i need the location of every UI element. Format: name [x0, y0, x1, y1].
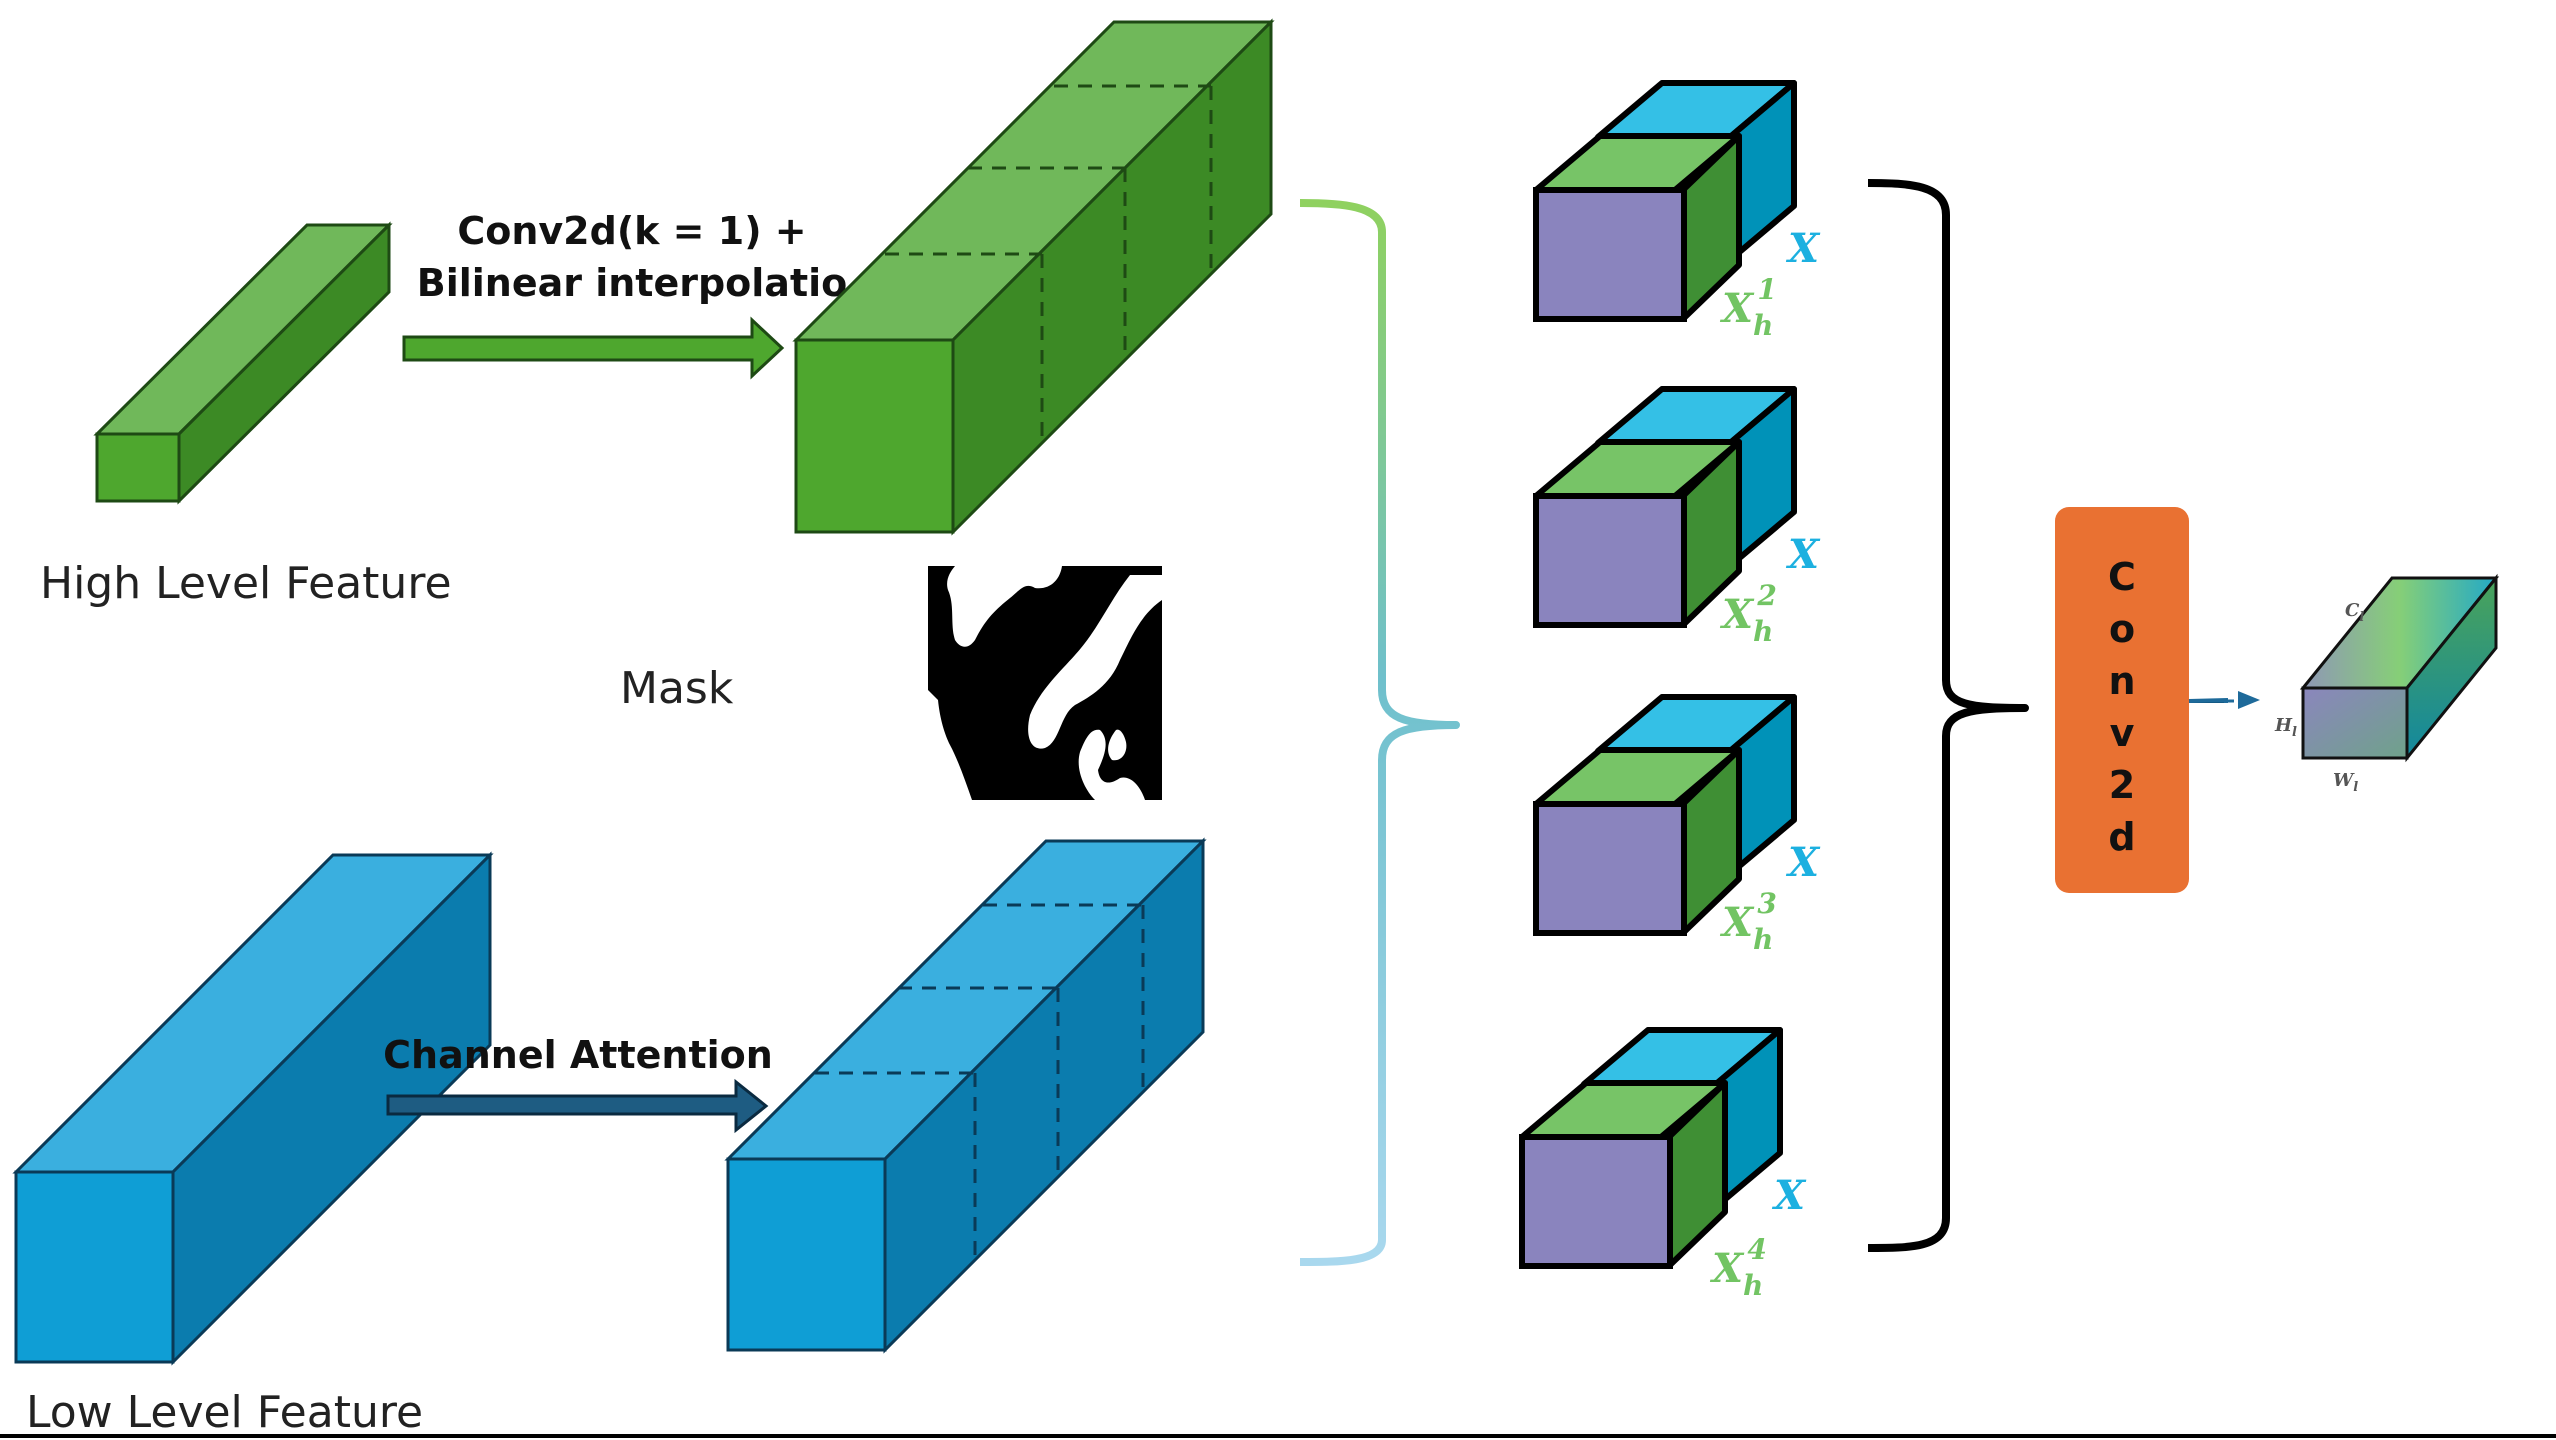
mask-label: Mask	[620, 663, 734, 714]
cube-group-3	[1536, 697, 1794, 933]
low-level-feature-label: Low Level Feature	[26, 1387, 423, 1438]
output-arrow	[2189, 691, 2260, 709]
conv-bilinear-label-line1: Conv2d(k = 1) +	[457, 209, 806, 253]
conv2d-box: C o n v 2 d	[2055, 507, 2189, 893]
x-label-1: X	[1785, 225, 1821, 272]
x-label-2: X	[1785, 531, 1821, 578]
conv-bilinear-label-line2: Bilinear interpolatio	[417, 261, 848, 305]
xh-label-2: Xh2	[1719, 579, 1777, 648]
xh-label-1: Xh1	[1719, 273, 1777, 342]
cube-group-4	[1522, 1030, 1780, 1266]
xh-label-3: Xh3	[1719, 887, 1777, 956]
mask-image	[928, 566, 1162, 800]
output-dim-c: Cl	[2345, 600, 2364, 625]
channel-attention-label: Channel Attention	[383, 1033, 773, 1077]
conv2d-letter-o: o	[2109, 607, 2135, 651]
high-level-feature-block	[97, 225, 389, 501]
x-label-4: X	[1771, 1172, 1807, 1219]
conv2d-letter-n: n	[2108, 659, 2135, 703]
upsampled-high-feature-block	[796, 22, 1271, 532]
output-dim-h: Hl	[2274, 715, 2297, 740]
x-label-3: X	[1785, 839, 1821, 886]
black-brace	[1868, 183, 2025, 1248]
conv2d-letter-d: d	[2108, 815, 2135, 859]
gradient-brace	[1300, 203, 1456, 1262]
cube-group-1	[1536, 83, 1794, 319]
high-level-feature-label: High Level Feature	[40, 558, 452, 609]
output-dim-w: Wl	[2333, 770, 2358, 795]
output-feature-block	[2303, 578, 2496, 758]
upsample-arrow	[404, 320, 782, 376]
processed-low-feature-block	[728, 841, 1203, 1350]
conv2d-letter-2: 2	[2109, 763, 2135, 807]
cube-group-2	[1536, 389, 1794, 625]
conv2d-letter-v: v	[2110, 711, 2135, 755]
conv2d-letter-c: C	[2108, 555, 2136, 599]
xh-label-4: Xh4	[1709, 1233, 1767, 1302]
